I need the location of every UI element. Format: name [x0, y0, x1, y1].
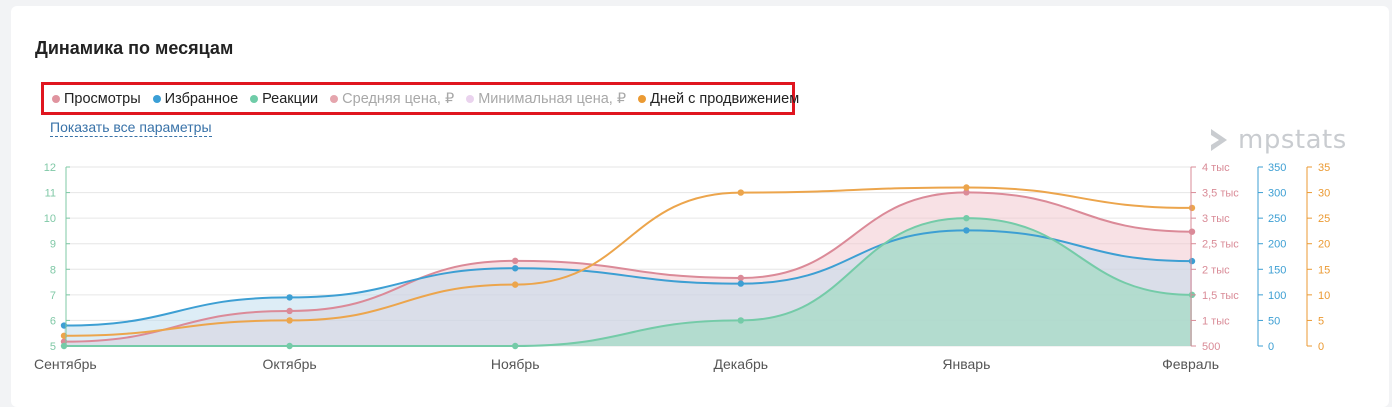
legend-item-promo-days[interactable]: Дней с продвижением — [638, 91, 799, 107]
legend-dot-icon — [466, 94, 475, 103]
logo-text: mpstats — [1238, 125, 1347, 155]
legend-item-favorites[interactable]: Избранное — [152, 90, 239, 107]
axis-tick-views: 2 тыс — [1202, 264, 1230, 276]
x-tick-label: Ноябрь — [491, 356, 540, 372]
data-point — [286, 342, 293, 350]
legend-label: Дней с продвижением — [650, 90, 800, 107]
axis-tick-promo: 30 — [1318, 188, 1330, 200]
data-point — [512, 342, 519, 350]
axis-tick-promo: 25 — [1318, 213, 1330, 225]
series-line-2 — [64, 217, 1193, 347]
legend-item-views[interactable]: Просмотры — [52, 91, 141, 107]
axis-tick-promo: 15 — [1318, 264, 1330, 276]
data-point — [963, 189, 970, 196]
axis-tick-promo: 20 — [1318, 239, 1330, 251]
data-point — [963, 214, 970, 222]
x-tick-label: Октябрь — [262, 356, 316, 372]
axis-tick-favorites: 0 — [1268, 341, 1274, 353]
data-point — [737, 280, 744, 287]
x-axis-labels: Сентябрь Октябрь Ноябрь Декабрь Январь Феврал… — [34, 356, 1219, 372]
legend-label: Избранное — [164, 90, 239, 107]
series-line-1 — [63, 229, 1193, 327]
data-point — [286, 294, 293, 301]
axis-tick-reactions: 6 — [50, 315, 56, 327]
axis-tick-favorites: 250 — [1268, 213, 1286, 225]
axis-tick-favorites: 100 — [1268, 290, 1286, 302]
legend-label: Минимальная цена, ₽ — [478, 90, 627, 107]
legend-item-min-price[interactable]: Минимальная цена, ₽ — [466, 91, 626, 107]
data-point — [286, 317, 293, 324]
legend-dot-icon — [638, 94, 647, 103]
axis-tick-reactions: 11 — [45, 188, 56, 200]
data-point — [512, 257, 519, 265]
axis-tick-reactions: 12 — [44, 162, 56, 174]
axis-tick-favorites: 300 — [1268, 188, 1286, 200]
axis-tick-favorites: 50 — [1268, 315, 1280, 327]
data-point — [737, 317, 744, 324]
series-area-2 — [64, 218, 1192, 346]
data-point — [512, 265, 519, 272]
page-title: Динамика по месяцам — [35, 38, 234, 58]
legend-label: Просмотры — [64, 90, 141, 107]
axis-tick-favorites: 200 — [1268, 239, 1286, 251]
series-line-0 — [63, 191, 1193, 343]
data-point — [963, 227, 970, 234]
axis-tick-reactions: 5 — [50, 341, 56, 353]
axis-tick-views: 1,5 тыс — [1202, 290, 1239, 302]
chart-lines — [63, 186, 1193, 347]
show-all-params-link[interactable]: Показать все параметры — [50, 119, 212, 137]
axis-tick-views: 1 тыс — [1202, 315, 1230, 327]
axis-tick-views: 3,5 тыс — [1202, 188, 1239, 200]
legend-dot-icon — [250, 94, 259, 103]
series-line-3 — [63, 186, 1193, 337]
legend-dot-icon — [330, 94, 339, 103]
axis-tick-reactions: 7 — [50, 290, 56, 302]
legend-label: Средняя цена, ₽ — [342, 90, 455, 107]
data-point — [286, 307, 293, 315]
axis-tick-reactions: 10 — [44, 213, 56, 225]
x-tick-label: Декабрь — [714, 356, 769, 372]
chart-legend: Просмотры Избранное Реакции Средняя цена… — [41, 82, 799, 115]
axis-tick-favorites: 150 — [1268, 264, 1286, 276]
data-point — [1188, 257, 1196, 265]
axis-tick-views: 3 тыс — [1202, 213, 1230, 225]
data-point — [737, 274, 744, 282]
legend-item-reactions[interactable]: Реакции — [250, 91, 318, 107]
data-point — [1188, 204, 1196, 212]
axis-tick-promo: 35 — [1318, 162, 1330, 174]
axis-tick-views: 500 — [1202, 341, 1220, 353]
legend-dot-icon — [52, 94, 60, 103]
legend-dot-icon — [152, 94, 161, 103]
axis-tick-promo: 5 — [1318, 315, 1324, 327]
logo-play-icon — [1211, 129, 1227, 151]
x-tick-label: Январь — [942, 356, 990, 372]
x-tick-label: Сентябрь — [34, 356, 97, 372]
mpstats-logo: mpstats — [1208, 125, 1347, 155]
legend-label: Реакции — [262, 90, 319, 107]
axis-tick-views: 2,5 тыс — [1202, 239, 1239, 251]
axis-tick-favorites: 350 — [1268, 162, 1286, 174]
axis-tick-reactions: 9 — [50, 239, 56, 251]
legend-item-avg-price[interactable]: Средняя цена, ₽ — [330, 91, 454, 107]
data-point — [737, 189, 744, 196]
axis-tick-reactions: 8 — [50, 264, 56, 276]
data-point — [512, 281, 519, 288]
axis-tick-views: 4 тыс — [1202, 162, 1230, 174]
data-point — [963, 184, 970, 191]
data-point — [1188, 228, 1196, 235]
x-tick-label: Февраль — [1162, 356, 1219, 372]
axis-tick-promo: 10 — [1318, 290, 1330, 302]
axis-tick-promo: 0 — [1318, 341, 1324, 353]
